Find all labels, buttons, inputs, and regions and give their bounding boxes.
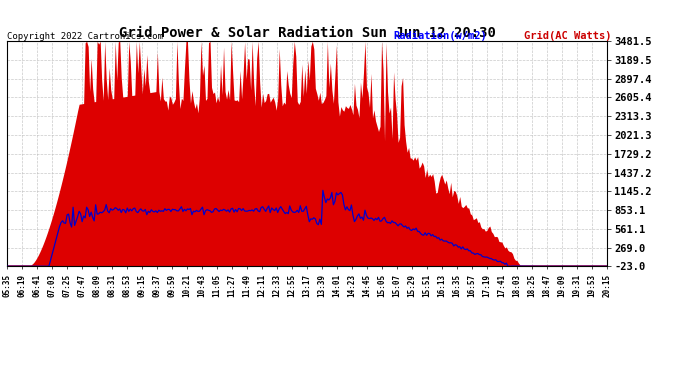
Text: Radiation(w/m2): Radiation(w/m2)	[393, 32, 487, 41]
Text: Copyright 2022 Cartronics.com: Copyright 2022 Cartronics.com	[7, 32, 163, 41]
Title: Grid Power & Solar Radiation Sun Jun 12 20:30: Grid Power & Solar Radiation Sun Jun 12 …	[119, 26, 495, 40]
Text: Grid(AC Watts): Grid(AC Watts)	[524, 32, 612, 41]
